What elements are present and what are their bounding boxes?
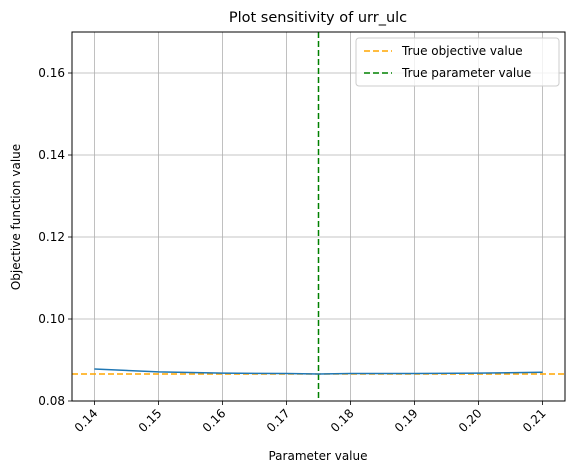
y-tick-label: 0.16 bbox=[38, 66, 65, 80]
y-tick-label: 0.12 bbox=[38, 230, 65, 244]
legend-label: True parameter value bbox=[401, 66, 531, 80]
x-axis-label: Parameter value bbox=[268, 449, 367, 463]
series-layer bbox=[94, 368, 543, 375]
legend-label: True objective value bbox=[401, 44, 523, 58]
y-axis-label: Objective function value bbox=[9, 144, 23, 290]
y-tick-label: 0.10 bbox=[38, 312, 65, 326]
y-tick-label: 0.14 bbox=[38, 148, 65, 162]
objective-series-line bbox=[94, 368, 543, 375]
y-axis: 0.08 0.10 0.12 0.14 0.16 bbox=[38, 66, 72, 408]
chart-title: Plot sensitivity of urr_ulc bbox=[229, 10, 407, 26]
x-axis: 0.14 0.15 0.16 0.17 0.18 0.19 0.20 0.21 bbox=[72, 401, 549, 435]
plot-area-frame bbox=[71, 31, 566, 402]
y-tick-label: 0.08 bbox=[38, 394, 65, 408]
legend: True objective value True parameter value bbox=[355, 37, 560, 87]
legend-box bbox=[355, 37, 560, 87]
